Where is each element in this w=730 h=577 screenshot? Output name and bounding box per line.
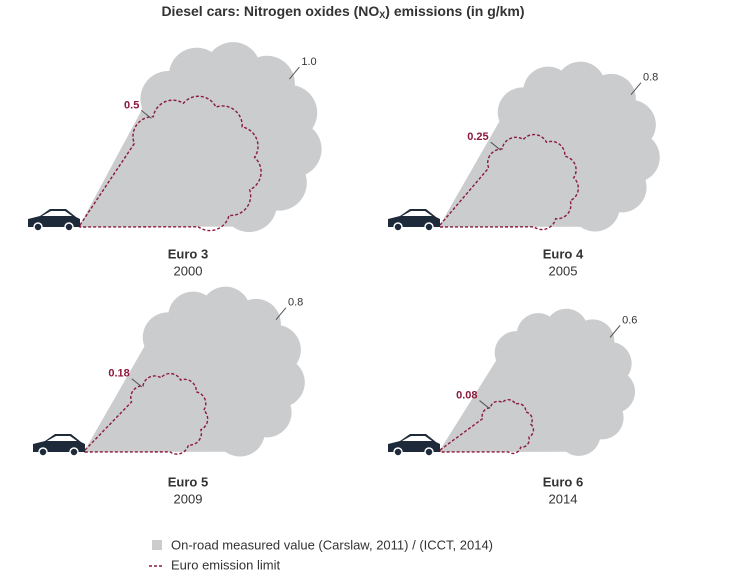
car-window [47, 436, 77, 441]
limit-label: 0.25 [467, 131, 488, 143]
measured-cloud [440, 308, 636, 456]
legend-label: Euro emission limit [171, 557, 280, 572]
car-window [402, 436, 432, 441]
leader-line [131, 378, 143, 388]
category-label: Euro 4 [543, 246, 584, 261]
car-wheel [33, 222, 43, 232]
title-part: X [379, 10, 385, 20]
value-label: 1.0 [301, 56, 316, 68]
title-part: Diesel cars: Nitrogen oxides (NO [161, 3, 379, 19]
year-label: 2000 [174, 263, 203, 278]
legend-swatch [152, 540, 162, 550]
car-wheel [424, 222, 434, 232]
value-label: 0.8 [288, 297, 303, 309]
leader-line [275, 307, 287, 320]
leader-line [609, 325, 621, 338]
leader-line [289, 66, 300, 80]
year-label: 2005 [549, 263, 578, 278]
measured-cloud [85, 286, 305, 457]
year-label: 2009 [174, 491, 203, 506]
car-wheel [64, 222, 74, 232]
car-wheel [38, 447, 48, 457]
leader-line [479, 400, 490, 409]
year-label: 2014 [549, 491, 578, 506]
car-window [42, 211, 72, 216]
limit-label: 0.5 [124, 99, 139, 111]
leader-line [490, 141, 501, 151]
category-label: Euro 5 [168, 474, 208, 489]
car-wheel [393, 447, 403, 457]
leader-line [141, 109, 152, 119]
car-wheel [393, 222, 403, 232]
value-label: 0.8 [643, 72, 658, 84]
limit-cloud [439, 133, 579, 231]
car-wheel [424, 447, 434, 457]
limit-cloud [79, 95, 262, 232]
category-label: Euro 3 [168, 246, 208, 261]
limit-label: 0.18 [108, 368, 129, 380]
category-label: Euro 6 [543, 474, 583, 489]
leader-line [630, 82, 642, 95]
value-label: 0.6 [622, 314, 637, 326]
car-window [402, 211, 432, 216]
measured-cloud [80, 42, 322, 233]
legend-label: On-road measured value (Carslaw, 2011) /… [171, 537, 493, 552]
limit-label: 0.08 [456, 389, 477, 401]
limit-cloud [439, 399, 535, 455]
chart-title: Diesel cars: Nitrogen oxides (NOX) emiss… [161, 3, 524, 21]
limit-cloud [84, 372, 209, 455]
car-wheel [69, 447, 79, 457]
title-part: ) emissions (in g/km) [385, 3, 524, 19]
measured-cloud [440, 61, 660, 232]
